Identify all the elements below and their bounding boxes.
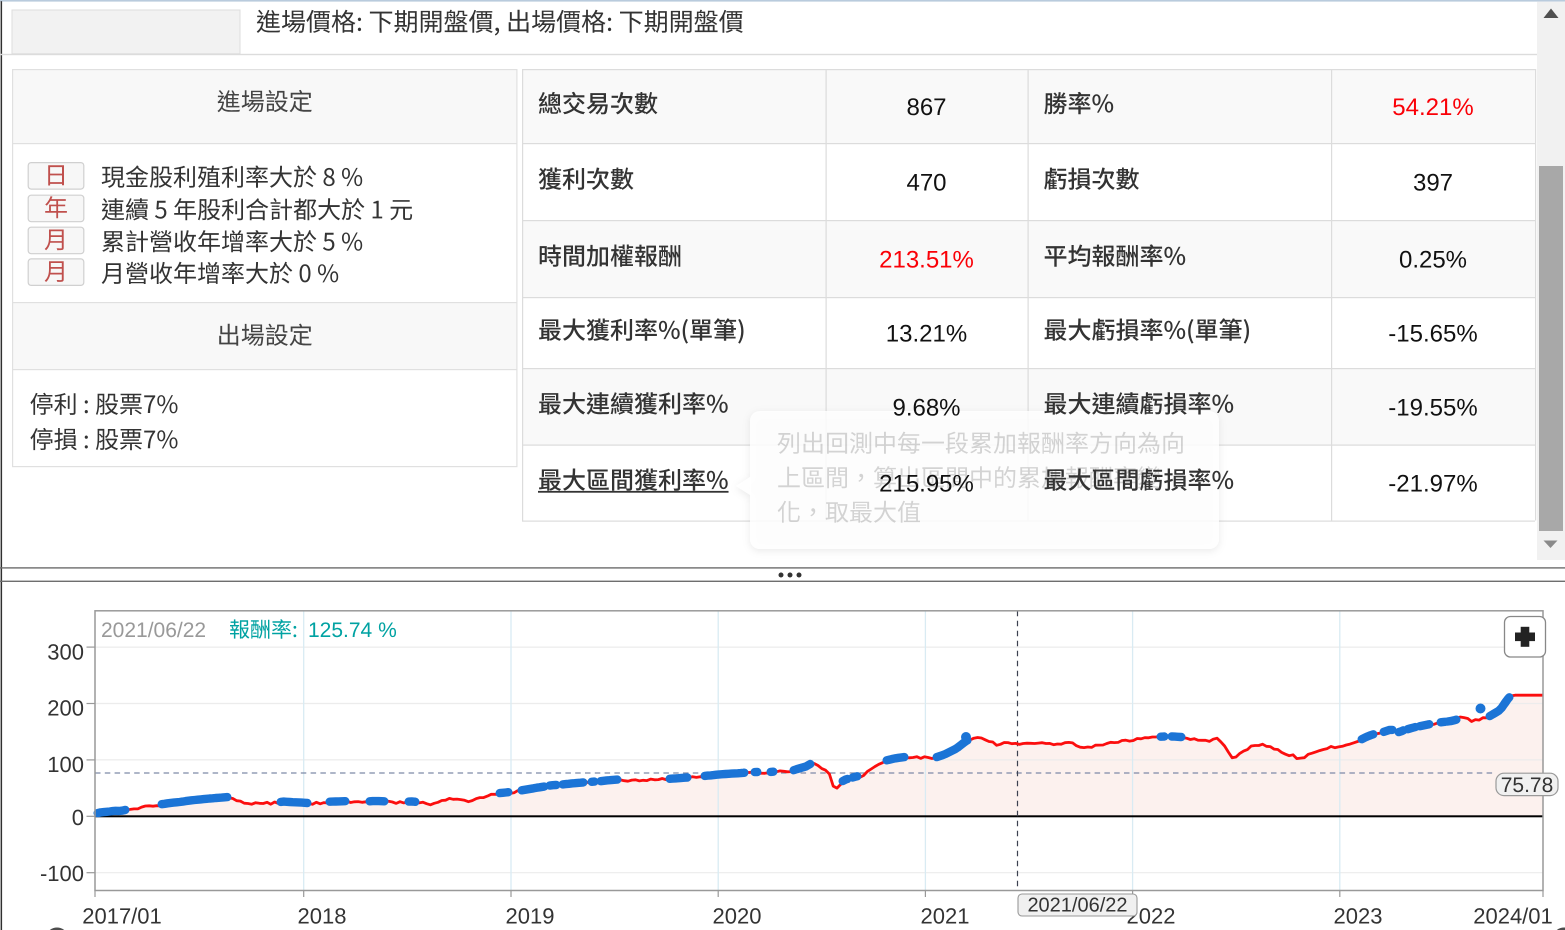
svg-text:2018: 2018 [298,904,347,929]
svg-text:2021: 2021 [921,904,970,929]
svg-text:2021/06/22: 2021/06/22 [101,619,206,642]
svg-text:215.95%: 215.95% [879,471,974,498]
svg-text:300: 300 [47,640,84,665]
svg-text:75.78: 75.78 [1501,774,1554,797]
svg-text:2019: 2019 [506,904,555,929]
svg-text:2024/01: 2024/01 [1473,904,1553,929]
svg-text:-21.97%: -21.97% [1388,471,1477,498]
svg-text:13.21%: 13.21% [886,321,967,348]
svg-text:200: 200 [47,696,84,721]
svg-text:0.25%: 0.25% [1399,247,1467,274]
svg-text:867: 867 [906,94,946,121]
svg-text:470: 470 [906,170,946,197]
svg-text:54.21%: 54.21% [1392,94,1473,121]
svg-text:9.68%: 9.68% [892,394,960,421]
svg-text:2020: 2020 [713,904,762,929]
svg-text:0: 0 [72,805,84,830]
svg-text:2021/06/22: 2021/06/22 [1027,895,1127,917]
svg-text:2023: 2023 [1334,904,1383,929]
svg-text:-15.65%: -15.65% [1388,321,1477,348]
svg-text:125.74 %: 125.74 % [308,619,397,642]
svg-text:2017/01: 2017/01 [82,904,162,929]
svg-text:-100: -100 [40,861,84,886]
svg-text:-19.55%: -19.55% [1388,394,1477,421]
svg-text:100: 100 [47,752,84,777]
svg-text:397: 397 [1413,170,1453,197]
svg-text:213.51%: 213.51% [879,247,974,274]
